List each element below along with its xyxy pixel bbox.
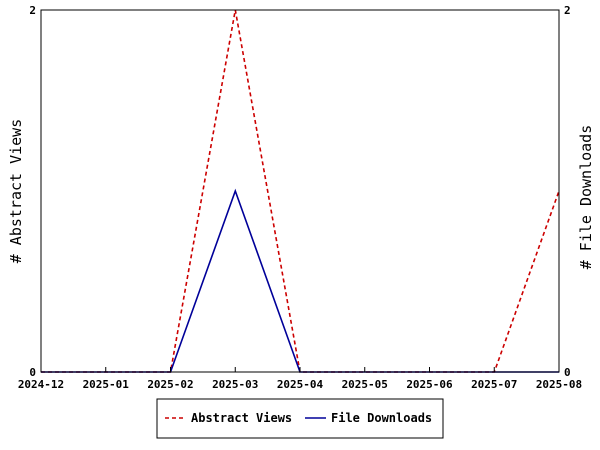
x-tick-label: 2025-03 [212, 378, 258, 391]
legend-label-file-downloads: File Downloads [331, 411, 432, 425]
y-right-tick-label-bottom: 0 [564, 366, 571, 379]
x-tick-label: 2025-02 [147, 378, 193, 391]
series-layer [41, 9, 560, 373]
y-left-axis-title: # Abstract Views [7, 119, 25, 264]
x-tick-label: 2025-04 [277, 378, 324, 391]
x-tick-label: 2025-07 [471, 378, 517, 391]
y-left-tick-label-top: 2 [29, 4, 36, 17]
ticks-layer [40, 9, 560, 373]
legend-label-abstract-views: Abstract Views [191, 411, 292, 425]
x-tick-label: 2025-01 [83, 378, 130, 391]
x-tick-label: 2025-05 [342, 378, 388, 391]
legend: Abstract Views File Downloads [156, 398, 444, 439]
x-tick-label: 2025-08 [536, 378, 582, 391]
series-line-file-downloads [41, 188, 559, 373]
x-tick-label: 2025-06 [406, 378, 453, 391]
x-tick-label: 2024-12 [18, 378, 64, 391]
plot-frame [40, 9, 560, 373]
y-right-axis-title: # File Downloads [577, 125, 595, 270]
series-line-abstract-views [41, 9, 560, 373]
y-left-tick-label-bottom: 0 [29, 366, 36, 379]
y-right-tick-label-top: 2 [564, 4, 571, 17]
legend-box [156, 398, 444, 439]
